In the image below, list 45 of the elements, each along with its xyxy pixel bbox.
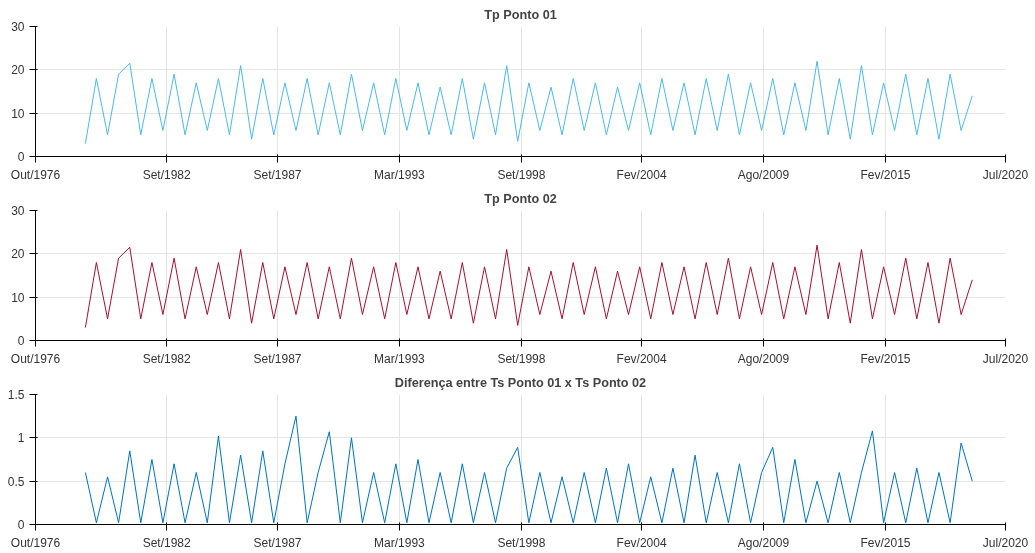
chart-title: Diferença entre Ts Ponto 01 x Ts Ponto 02 (394, 375, 647, 390)
x-tick-label: Mar/1993 (374, 167, 426, 182)
x-tick-label: Fev/2004 (616, 535, 667, 550)
x-tick-label: Out/1976 (10, 167, 61, 182)
y-tick-label: 30 (11, 204, 25, 218)
x-tick-label: Mar/1993 (374, 351, 426, 366)
y-tick-label: 1.5 (7, 388, 25, 402)
x-tick-label: Ago/2009 (737, 535, 790, 550)
y-tick-label: 10 (11, 106, 25, 121)
x-tick-label: Set/1987 (253, 351, 302, 366)
chart-title: Tp Ponto 02 (484, 191, 557, 206)
x-tick-label: Fev/2015 (860, 351, 911, 366)
x-tick-label: Set/1982 (142, 351, 192, 366)
y-tick-label: 10 (11, 290, 25, 305)
y-tick-label: 0.5 (7, 474, 25, 489)
x-tick-label: Fev/2004 (616, 167, 667, 182)
x-tick-label: Set/1998 (497, 351, 546, 366)
x-tick-label: Set/1982 (142, 167, 192, 182)
x-tick-label: Ago/2009 (737, 167, 790, 182)
x-tick-label: Ago/2009 (737, 351, 790, 366)
line-series (84, 60, 973, 144)
line-series (84, 244, 973, 328)
x-tick-label: Set/1998 (497, 535, 546, 550)
x-tick-label: Fev/2015 (860, 167, 911, 182)
x-tick-label: Fev/2015 (860, 535, 911, 550)
x-tick-label: Jul/2020 (982, 535, 1029, 550)
y-tick-label: 20 (11, 63, 25, 78)
y-tick-label: 1 (17, 431, 25, 446)
x-tick-label: Set/1987 (253, 167, 302, 182)
x-tick-label: Fev/2004 (616, 351, 667, 366)
x-tick-label: Jul/2020 (982, 351, 1029, 366)
x-tick-label: Set/1998 (497, 167, 546, 182)
line-series (84, 415, 973, 524)
x-tick-label: Set/1982 (142, 535, 192, 550)
chart-title: Tp Ponto 01 (484, 7, 557, 22)
y-tick-label: 20 (11, 247, 25, 262)
y-tick-label: 0 (17, 518, 25, 532)
x-tick-label: Jul/2020 (982, 167, 1029, 182)
x-tick-label: Out/1976 (10, 535, 61, 550)
x-tick-label: Set/1987 (253, 535, 302, 550)
x-tick-label: Out/1976 (10, 351, 61, 366)
y-tick-label: 0 (17, 334, 25, 348)
y-tick-label: 0 (17, 150, 25, 164)
y-tick-label: 30 (11, 20, 25, 34)
x-tick-label: Mar/1993 (374, 535, 426, 550)
